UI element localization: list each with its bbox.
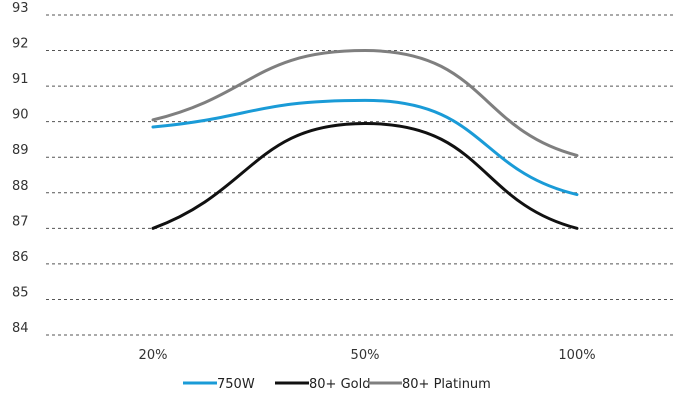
series-lines (151, 49, 579, 230)
y-tick-label: 92 (12, 37, 29, 52)
y-tick-label: 84 (12, 321, 29, 336)
legend-label: 750W (217, 377, 255, 392)
y-tick-label: 90 (12, 108, 29, 123)
y-tick-label: 93 (12, 1, 29, 16)
y-tick-label: 91 (12, 72, 29, 87)
x-tick-label: 50% (351, 348, 380, 363)
gridlines (46, 14, 676, 336)
legend-label: 80+ Gold (309, 377, 370, 392)
legend: 750W 80+ Gold 80+ Platinum (183, 377, 491, 392)
series-line-750w (151, 98, 579, 197)
y-tick-label: 87 (12, 214, 29, 229)
series-line-80-gold (151, 121, 579, 230)
y-tick-label: 89 (12, 143, 29, 158)
x-tick-label: 20% (139, 348, 168, 363)
y-tick-label: 85 (12, 285, 29, 300)
series-line-80-platinum (151, 49, 579, 157)
x-tick-label: 100% (558, 348, 595, 363)
y-tick-label: 86 (12, 250, 29, 265)
y-axis-tick-labels: 84 85 86 87 88 89 90 91 92 93 (12, 1, 29, 336)
y-tick-label: 88 (12, 179, 29, 194)
x-axis-tick-labels: 20% 50% 100% (139, 348, 596, 363)
legend-label: 80+ Platinum (402, 377, 491, 392)
